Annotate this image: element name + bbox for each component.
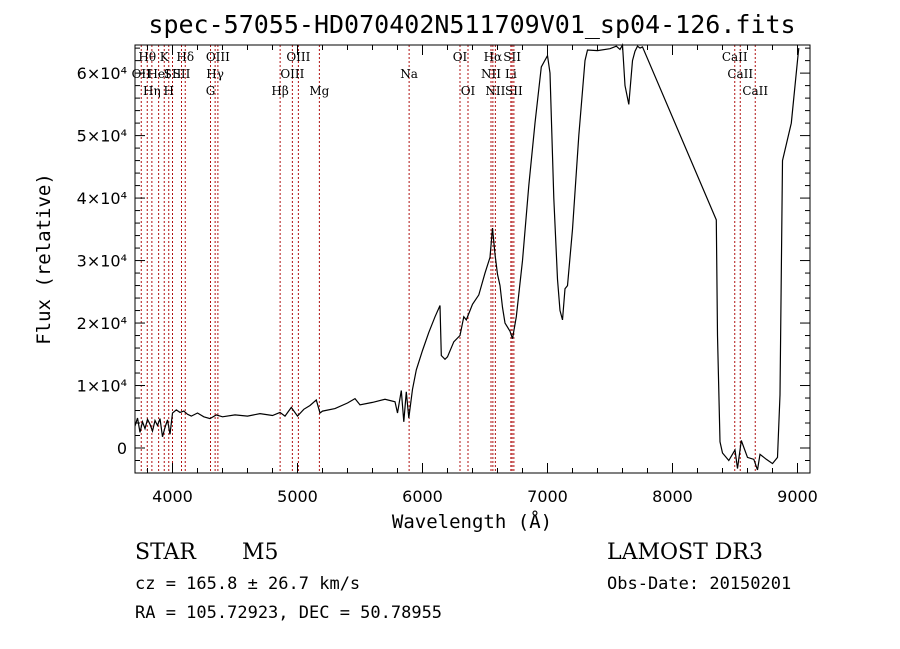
- spectral-line-label-11: OIII: [206, 50, 230, 64]
- observation-date: Obs-Date: 20150201: [607, 574, 792, 594]
- spectral-line-label-19: NII: [481, 67, 501, 81]
- spectral-line-label-20: Hα: [484, 50, 503, 64]
- spectral-line-label-9: G: [206, 84, 216, 98]
- spectral-line-label-22: Li: [505, 67, 517, 81]
- x-tick-label-2: 6000: [402, 487, 443, 506]
- spectral-line-label-13: OIII: [280, 67, 304, 81]
- y-axis-label: Flux (relative): [33, 173, 55, 345]
- y-tick-label-1: 1×10⁴: [77, 377, 127, 396]
- x-axis-label: Wavelength (Å): [392, 510, 552, 533]
- y-tick-label-5: 5×10⁴: [77, 127, 127, 146]
- spectral-line-label-8: SII: [173, 67, 191, 81]
- object-class: STAR: [135, 540, 196, 565]
- spectral-line-label-4: K: [160, 50, 170, 64]
- spectral-line-label-0: OII: [132, 67, 152, 81]
- x-axis-ticks: 4000 5000 6000 7000 8000 9000: [147, 45, 818, 506]
- y-tick-label-6: 6×10⁴: [77, 64, 127, 83]
- chart-title: spec-57055-HD070402N511709V01_sp04-126.f…: [148, 10, 795, 39]
- spectral-line-label-24: SII: [505, 84, 523, 98]
- spectral-line-label-12: Hβ: [271, 84, 288, 98]
- survey-name: LAMOST DR3: [607, 540, 763, 565]
- plot-frame: [134, 44, 811, 474]
- x-tick-label-0: 4000: [152, 487, 193, 506]
- x-tick-label-3: 7000: [527, 487, 568, 506]
- spectral-line-label-5: H: [164, 84, 174, 98]
- spectral-line-label-21: NII: [485, 84, 505, 98]
- spectral-line-label-23: SII: [503, 50, 521, 64]
- spectral-lines-layer: [140, 45, 756, 473]
- subclass: M5: [242, 540, 279, 565]
- spectral-line-label-16: Na: [400, 67, 418, 81]
- spectral-line-label-27: CaII: [742, 84, 768, 98]
- spectral-line-label-10: Hγ: [206, 67, 224, 81]
- x-tick-label-1: 5000: [277, 487, 318, 506]
- y-tick-label-3: 3×10⁴: [77, 252, 127, 271]
- x-tick-label-5: 9000: [777, 487, 818, 506]
- coordinates: RA = 105.72923, DEC = 50.78955: [135, 603, 443, 623]
- spectral-line-label-15: Mg: [309, 84, 329, 98]
- spectrum-line: [134, 42, 800, 471]
- spectral-line-label-7: Hδ: [176, 50, 194, 64]
- spectral-line-labels: OII Hθ Hη HeI K H SII Hδ SII G Hγ OIII Hβ OIII OIII Mg N…: [132, 50, 769, 98]
- spectral-line-label-1: Hθ: [138, 50, 156, 64]
- spectral-line-label-14: OIII: [286, 50, 310, 64]
- redshift-cz: cz = 165.8 ± 26.7 km/s: [135, 574, 361, 594]
- y-tick-label-2: 2×10⁴: [77, 314, 127, 333]
- y-tick-label-0: 0: [117, 439, 127, 458]
- x-tick-label-4: 8000: [652, 487, 693, 506]
- spectral-line-label-2: Hη: [143, 84, 161, 98]
- spectral-line-label-17: OI: [453, 50, 468, 64]
- spectral-line-label-25: CaII: [722, 50, 748, 64]
- spectral-line-label-6: SII: [164, 67, 182, 81]
- spectral-line-label-26: CaII: [727, 67, 753, 81]
- y-tick-label-4: 4×10⁴: [77, 189, 127, 208]
- spectral-line-label-3: HeI: [147, 67, 170, 81]
- spectral-line-label-18: OI: [461, 84, 476, 98]
- y-axis-ticks: 0 1×10⁴ 2×10⁴ 3×10⁴ 4×10⁴ 5×10⁴ 6×10⁴: [77, 47, 810, 462]
